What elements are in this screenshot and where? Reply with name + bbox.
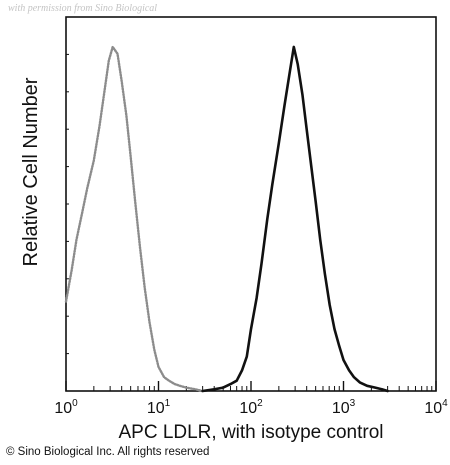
y-ticks [66, 53, 69, 355]
apc-ldlr-histogram [201, 45, 389, 393]
x-tick-labels: 100 101 102 103 104 [54, 398, 448, 417]
histogram-series [64, 45, 389, 393]
x-tick-label: 103 [332, 398, 356, 417]
watermark-text: with permission from Sino Biological [8, 3, 158, 14]
x-tick-label: 101 [147, 398, 171, 417]
x-axis-label: APC LDLR, with isotype control [118, 422, 384, 443]
x-tick-label: 102 [239, 398, 263, 417]
y-axis-label: Relative Cell Number [20, 77, 42, 267]
x-tick-label: 104 [424, 398, 448, 417]
x-major-ticks [65, 381, 437, 391]
x-tick-label: 100 [54, 398, 78, 417]
copyright-notice: © Sino Biological Inc. All rights reserv… [6, 446, 210, 458]
isotype-control-histogram [64, 45, 204, 393]
